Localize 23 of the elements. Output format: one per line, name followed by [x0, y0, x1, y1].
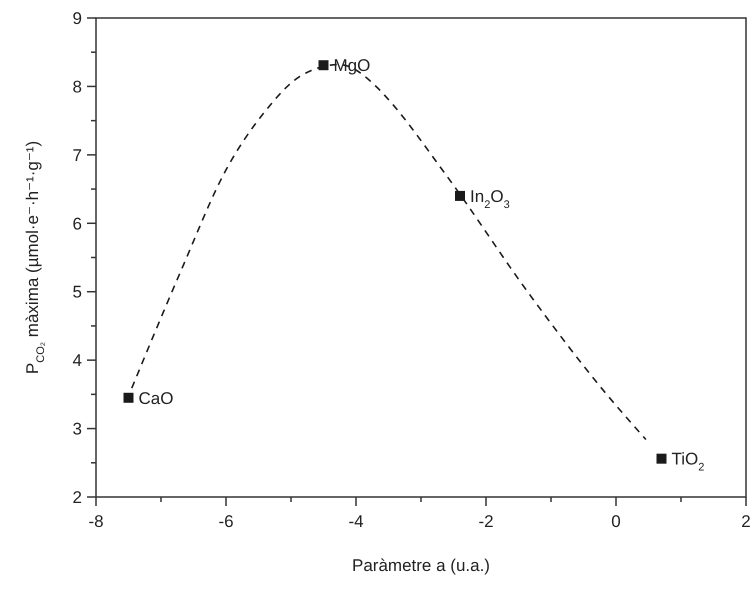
annotation: MgO [334, 56, 370, 76]
point [455, 190, 465, 201]
y-tick-label: 7 [72, 146, 82, 165]
annotation: TiO$_{2}$ [672, 450, 704, 474]
x-tick-label: -8 [88, 512, 104, 531]
x-tick-label: -2 [478, 512, 494, 531]
x-tick-label: -4 [348, 512, 364, 531]
point [124, 392, 134, 403]
point [656, 454, 666, 464]
x-tick-label: -6 [218, 512, 234, 531]
annotation: In$_{2}$O$_{3}$ [470, 186, 510, 211]
x-tick-label: 2 [741, 512, 751, 531]
y-tick-label: 8 [72, 77, 82, 96]
annotation: CaO [138, 388, 174, 408]
y-tick-label: 5 [72, 282, 82, 302]
y-tick-label: 3 [72, 420, 82, 439]
x-tick-label: 0 [611, 512, 621, 531]
y-tick-label: 4 [72, 351, 82, 370]
point [318, 60, 328, 70]
x-axis-title: Paràmetre a (u.a.) [352, 556, 490, 575]
y-tick-label: 9 [72, 9, 82, 28]
y-tick-label: 6 [72, 214, 82, 234]
y-tick-label: 2 [72, 488, 82, 507]
